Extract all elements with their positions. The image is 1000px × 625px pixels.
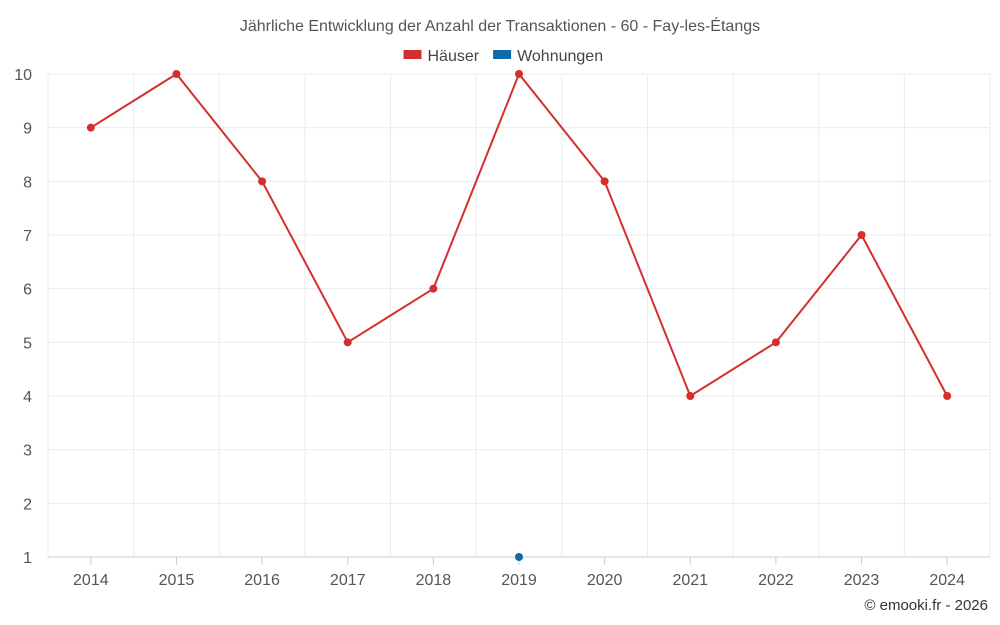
- data-point[interactable]: [600, 177, 609, 186]
- legend-item[interactable]: Häuser: [403, 48, 480, 65]
- series-layer: [86, 70, 952, 561]
- chart-title: Jährliche Entwicklung der Anzahl der Tra…: [240, 16, 760, 35]
- x-tick-label: 2019: [501, 572, 537, 589]
- data-point[interactable]: [258, 177, 267, 186]
- x-tick-label: 2024: [929, 572, 965, 589]
- x-tick-label: 2023: [844, 572, 880, 589]
- y-tick-label: 1: [23, 550, 32, 567]
- x-tick-label: 2016: [244, 572, 280, 589]
- x-tick-label: 2020: [587, 572, 623, 589]
- data-point[interactable]: [686, 392, 695, 400]
- legend-label: Häuser: [428, 48, 480, 65]
- y-tick-label: 6: [23, 282, 32, 299]
- x-tick-label: 2018: [416, 572, 452, 589]
- data-point[interactable]: [429, 284, 438, 293]
- data-point[interactable]: [857, 231, 866, 239]
- data-point[interactable]: [172, 70, 181, 78]
- data-point[interactable]: [771, 338, 780, 347]
- y-tick-label: 7: [23, 228, 32, 245]
- y-tick-label: 4: [23, 389, 32, 406]
- data-point[interactable]: [343, 338, 352, 347]
- y-tick-label: 9: [23, 121, 32, 138]
- data-point[interactable]: [515, 70, 523, 78]
- data-point[interactable]: [515, 553, 523, 561]
- legend-label: Wohnungen: [517, 48, 603, 65]
- y-tick-label: 3: [23, 443, 32, 460]
- y-tick-label: 2: [23, 496, 32, 513]
- legend-item[interactable]: Wohnungen: [493, 48, 603, 65]
- x-tick-label: 2021: [672, 572, 708, 589]
- legend-swatch: [493, 50, 512, 59]
- y-tick-label: 10: [14, 67, 32, 84]
- data-point[interactable]: [943, 392, 952, 400]
- legend-swatch: [403, 50, 422, 59]
- data-point[interactable]: [86, 123, 95, 132]
- x-tick-label: 2022: [758, 572, 794, 589]
- legend[interactable]: Häuser Wohnungen: [403, 48, 604, 65]
- grid: [47, 73, 991, 558]
- axes: 1 2 3 4 5 6 7 8 9 10 2014 2015 2016 2017 2018 2019 2020 2…: [14, 67, 965, 589]
- x-tick-label: 2015: [159, 572, 195, 589]
- x-tick-label: 2014: [73, 572, 109, 589]
- x-tick-label: 2017: [330, 572, 366, 589]
- y-tick-label: 8: [23, 174, 32, 191]
- credit-text: © emooki.fr - 2026: [864, 597, 988, 614]
- y-tick-label: 5: [23, 335, 32, 352]
